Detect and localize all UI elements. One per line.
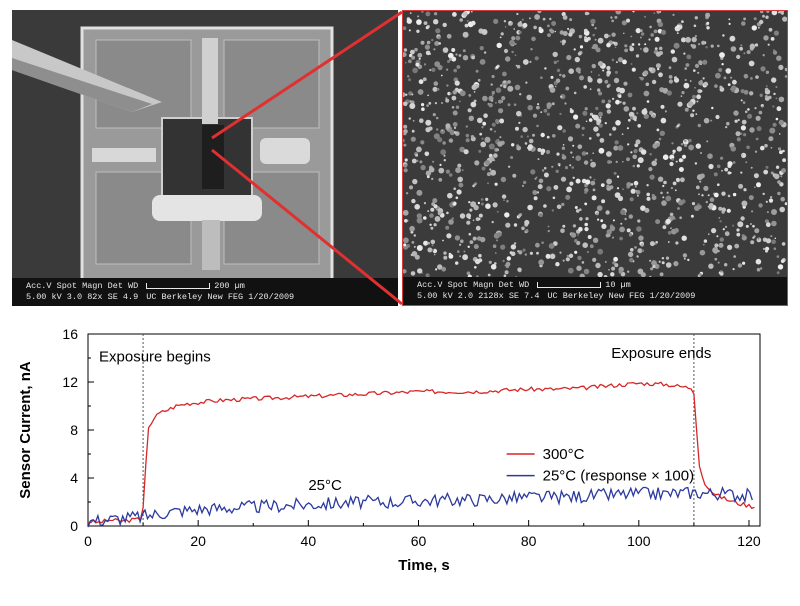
chart-series (87, 381, 755, 528)
annotation-25c: 25°C (308, 477, 342, 494)
scale-label: 200 µm (214, 281, 245, 291)
y-tick-label: 16 (62, 326, 78, 342)
scale-label: 10 µm (605, 280, 631, 290)
databar-labels: Acc.V Spot Magn Det WD (26, 281, 139, 291)
databar-values: 5.00 kV 3.0 82x SE 4.9 (26, 292, 139, 302)
y-tick-label: 4 (70, 470, 78, 486)
databar-labels: Acc.V Spot Magn Det WD (417, 280, 530, 290)
legend-label-300c: 300°C (543, 446, 585, 463)
series-line-25c (87, 485, 753, 528)
sem-left-databar: Acc.V Spot Magn Det WD 200 µm 5.00 kV 3.0… (12, 278, 398, 306)
x-tick-label: 80 (521, 533, 537, 549)
x-tick-label: 20 (190, 533, 206, 549)
y-tick-label: 0 (70, 518, 78, 534)
chart-axes: 0 20 40 60 80 100 120 0 4 8 12 16 (62, 326, 760, 549)
annotation-exposure-begins: Exposure begins (99, 349, 211, 366)
chart-labels: Time, s Sensor Current, nA Exposure begins… (17, 345, 711, 574)
sem-image-zoomed: Acc.V Spot Magn Det WD 10 µm 5.00 kV 2.0 … (402, 10, 788, 306)
sem-device-illustration (12, 10, 398, 306)
sem-right-databar: Acc.V Spot Magn Det WD 10 µm 5.00 kV 2.0 … (403, 277, 787, 305)
databar-footer: UC Berkeley New FEG 1/20/2009 (146, 292, 295, 302)
y-tick-label: 12 (62, 374, 78, 390)
annotation-exposure-ends: Exposure ends (611, 345, 711, 362)
scale-bar (537, 281, 602, 288)
sem-nanostructure-texture (403, 11, 787, 305)
sensor-current-chart: 0 20 40 60 80 100 120 0 4 8 12 16 Time, s Sensor Cur… (17, 326, 761, 574)
sem-image-device: Acc.V Spot Magn Det WD 200 µm 5.00 kV 3.0… (12, 10, 398, 306)
x-tick-label: 40 (301, 533, 317, 549)
y-axis-label: Sensor Current, nA (17, 361, 34, 499)
databar-values: 5.00 kV 2.0 2128x SE 7.4 (417, 291, 540, 301)
x-tick-label: 100 (627, 533, 651, 549)
x-axis-label: Time, s (398, 557, 449, 574)
series-line-300c (87, 381, 755, 524)
scale-bar (146, 282, 211, 289)
y-tick-label: 8 (70, 422, 78, 438)
zoom-line-bottom (211, 148, 403, 306)
x-tick-label: 60 (411, 533, 427, 549)
legend-label-25c: 25°C (response × 100) (543, 468, 695, 485)
x-tick-label: 120 (737, 533, 761, 549)
databar-footer: UC Berkeley New FEG 1/20/2009 (547, 291, 696, 301)
zoom-line-top (211, 10, 403, 140)
zoom-indicator (211, 10, 403, 306)
x-tick-label: 0 (84, 533, 92, 549)
